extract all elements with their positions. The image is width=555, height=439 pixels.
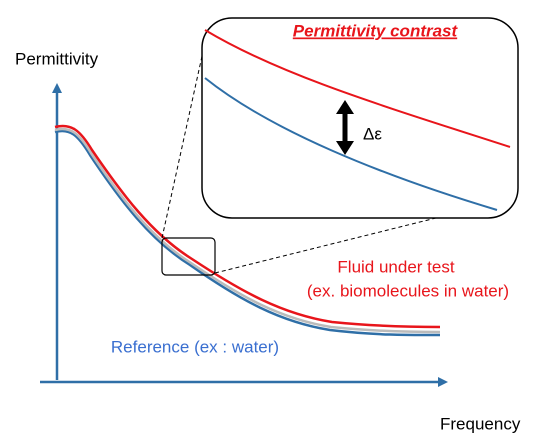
reference-curve: [54, 129, 441, 337]
x-axis-label: Frequency: [440, 414, 521, 433]
fluid-curve: [54, 124, 441, 329]
reference-label: Reference (ex : water): [111, 337, 279, 356]
inset-reference-curve: [204, 77, 498, 211]
inset-fluid-curve: [204, 29, 511, 148]
zoom-line: [214, 216, 441, 274]
fluid-example-label: (ex. biomolecules in water): [307, 281, 509, 300]
fluid-label: Fluid under test: [337, 257, 454, 276]
zoom-line: [161, 37, 207, 239]
delta-arrow-heads: [336, 100, 354, 155]
y-axis-label: Permittivity: [15, 49, 99, 68]
inset-title: Permittivity contrast: [293, 21, 459, 40]
zoom-box: [161, 237, 216, 276]
inset: [201, 17, 519, 219]
curve-shadow: [54, 127, 441, 334]
delta-label: Δε: [363, 124, 382, 143]
